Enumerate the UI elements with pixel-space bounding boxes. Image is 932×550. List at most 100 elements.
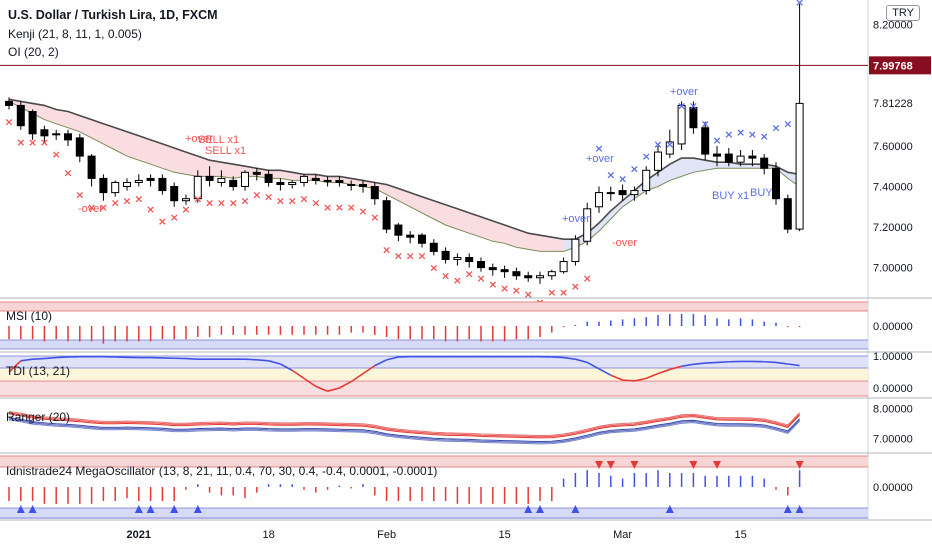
- candle-body: [264, 173, 273, 183]
- pane-label-ranger[interactable]: Ranger (20): [6, 410, 71, 424]
- pane-label-tdi[interactable]: TDI (13, 21): [6, 364, 71, 378]
- pane-label-msi[interactable]: MSI (10): [6, 309, 53, 323]
- candle-body: [500, 269, 509, 273]
- sell-marker: ×: [16, 136, 25, 149]
- candle-body: [300, 175, 308, 183]
- candle-body: [359, 183, 367, 188]
- sell-marker: ×: [217, 197, 226, 210]
- kenji-band-fill: [79, 115, 92, 138]
- sell-marker: ×: [441, 270, 450, 283]
- buy-marker: ×: [618, 172, 627, 185]
- currency-button[interactable]: TRY: [886, 5, 920, 21]
- tdi-tick: 1.00000: [873, 351, 913, 363]
- tdi-line: [681, 363, 694, 368]
- sell-marker: ×: [500, 282, 509, 295]
- buy-marker: ×: [701, 118, 710, 131]
- sell-marker: ×: [288, 195, 297, 208]
- candle-body: [158, 177, 167, 192]
- candle-body: [642, 169, 651, 192]
- sell-marker: ×: [52, 148, 61, 161]
- price-tick-label: 8.20000: [873, 19, 913, 31]
- kenji-band-fill: [516, 229, 529, 250]
- candle-body: [618, 190, 627, 196]
- tdi-lower-zone: [0, 381, 868, 396]
- candle-body: [524, 275, 533, 279]
- mega-sell-signal: [630, 461, 639, 469]
- buy-marker: ×: [677, 99, 686, 112]
- candle-body: [760, 157, 769, 169]
- kenji-band-fill: [221, 162, 234, 179]
- mega-sell-signal: [689, 461, 698, 469]
- kenji-band-fill: [186, 152, 198, 177]
- candle-body: [488, 267, 497, 271]
- time-axis-label: Feb: [377, 529, 396, 541]
- kenji-band-fill: [433, 200, 446, 226]
- buy-marker: ×: [724, 128, 733, 141]
- candle-body: [547, 271, 556, 277]
- sell-marker: ×: [488, 278, 497, 291]
- candle-body: [146, 177, 155, 181]
- price-axis-bg: [868, 0, 932, 550]
- candle-body: [335, 179, 344, 183]
- candle-body: [418, 234, 426, 244]
- sell-marker: ×: [512, 284, 521, 297]
- buy-marker: ×: [748, 128, 757, 141]
- buy-marker: ×: [795, 0, 804, 9]
- candle-body: [52, 133, 61, 136]
- sell-marker: ×: [571, 280, 580, 293]
- kenji-band-fill: [540, 235, 552, 252]
- buy-marker: ×: [630, 162, 639, 175]
- buy-marker: ×: [642, 150, 651, 163]
- sell-marker: ×: [193, 193, 202, 206]
- candle-body: [795, 102, 804, 230]
- sell-marker: ×: [382, 243, 391, 256]
- candle-body: [5, 100, 13, 106]
- tdi-line: [657, 368, 671, 375]
- chart-annotation: +over: [562, 213, 590, 225]
- sell-marker: ×: [40, 136, 49, 149]
- candle-body: [536, 275, 544, 279]
- time-axis-label: 15: [498, 529, 510, 541]
- sell-marker: ×: [63, 166, 72, 179]
- tdi-line: [327, 387, 340, 392]
- candle-body: [783, 198, 792, 230]
- mega-buy-signal: [146, 505, 155, 513]
- tdi-line: [716, 360, 729, 364]
- sell-marker: ×: [524, 288, 533, 301]
- candle-body: [748, 155, 757, 159]
- candle-body: [64, 133, 72, 141]
- ranger-line: [8, 418, 800, 444]
- sell-marker: ×: [347, 201, 356, 214]
- indicator-oi-label[interactable]: OI (20, 2): [8, 45, 59, 59]
- sell-marker: ×: [323, 201, 332, 214]
- mega-buy-signal: [28, 505, 37, 513]
- kenji-band-fill: [20, 101, 33, 114]
- kenji-band-fill: [504, 225, 517, 248]
- candle-body: [288, 181, 297, 185]
- candle-body: [382, 200, 391, 230]
- candle-body: [16, 104, 25, 127]
- kenji-band-fill: [492, 220, 505, 244]
- mega-buy-signal: [571, 505, 580, 513]
- candle-body: [170, 186, 179, 202]
- kenji-band-fill: [422, 196, 434, 219]
- candle-body: [87, 155, 96, 179]
- candle-body: [677, 104, 686, 145]
- mega-buy-signal: [193, 505, 202, 513]
- tdi-line: [185, 357, 198, 360]
- candle-body: [441, 250, 450, 261]
- kenji-band-fill: [103, 123, 116, 151]
- kenji-band-fill: [658, 164, 670, 187]
- mega-tick: 0.00000: [873, 482, 913, 494]
- kenji-upper-line: [8, 98, 800, 240]
- pane-label-mega[interactable]: Idnistrade24 MegaOscillator (13, 8, 21, …: [6, 464, 438, 478]
- buy-marker: ×: [665, 138, 674, 151]
- chart-annotation: +over: [586, 153, 614, 165]
- indicator-kenji-label[interactable]: Kenji (21, 8, 11, 1, 0.005): [8, 27, 142, 41]
- sell-marker: ×: [158, 215, 167, 228]
- candle-body: [40, 129, 49, 137]
- price-tick-label: 7.20000: [873, 222, 913, 234]
- mega-upper-zone: [0, 456, 868, 467]
- tdi-line: [634, 377, 647, 382]
